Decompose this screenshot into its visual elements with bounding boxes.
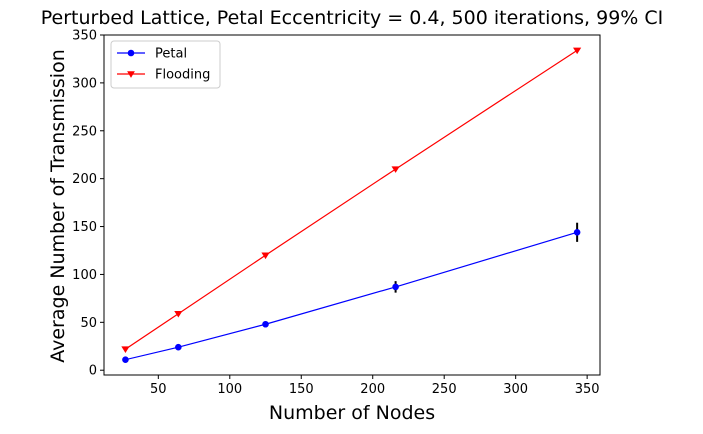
y-tick-label: 0 <box>89 364 97 379</box>
x-tick-label: 200 <box>360 382 385 397</box>
petal-line <box>125 231 578 361</box>
legend-marker-petal <box>127 49 135 57</box>
chart-title: Perturbed Lattice, Petal Eccentricity = … <box>41 7 664 29</box>
x-tick-label: 150 <box>289 382 314 397</box>
petal-point <box>573 228 581 236</box>
petal-point <box>262 320 269 328</box>
x-tick-label: 250 <box>432 382 457 397</box>
legend-label-flooding: Flooding <box>155 68 210 83</box>
x-tick-label: 50 <box>150 382 167 397</box>
flooding-line <box>125 49 578 350</box>
legend-marker-flooding <box>127 71 135 78</box>
y-axis-label: Average Number of Transmission <box>47 49 69 363</box>
flooding-point <box>391 166 400 173</box>
y-tick-label: 50 <box>80 316 97 331</box>
flooding-point <box>261 252 270 260</box>
legend-label-petal: Petal <box>155 47 187 62</box>
y-tick-label: 200 <box>72 172 97 187</box>
x-axis-label: Number of Nodes <box>269 402 435 424</box>
x-tick-label: 300 <box>503 382 528 397</box>
legend-entry-flooding: Flooding <box>117 68 210 83</box>
x-tick-label: 100 <box>217 382 242 397</box>
petal-point <box>122 356 129 363</box>
y-tick-label: 250 <box>72 124 97 139</box>
legend-entry-petal: Petal <box>117 47 187 62</box>
flooding-point <box>121 346 130 353</box>
axes-frame <box>103 34 601 376</box>
plot-area: 50 100 150 200 250 300 350 0 50 100 150 200 250 300 35… <box>72 29 601 397</box>
y-tick-label: 150 <box>72 220 97 235</box>
y-tick-label: 100 <box>72 268 97 283</box>
y-tick-label: 350 <box>72 29 97 44</box>
x-tick-label: 350 <box>575 382 600 397</box>
y-tick-label: 300 <box>72 76 97 91</box>
legend: Petal Flooding <box>110 40 221 89</box>
flooding-point <box>174 310 183 318</box>
petal-point <box>392 283 399 291</box>
petal-point <box>175 343 182 351</box>
flooding-point <box>573 47 582 55</box>
